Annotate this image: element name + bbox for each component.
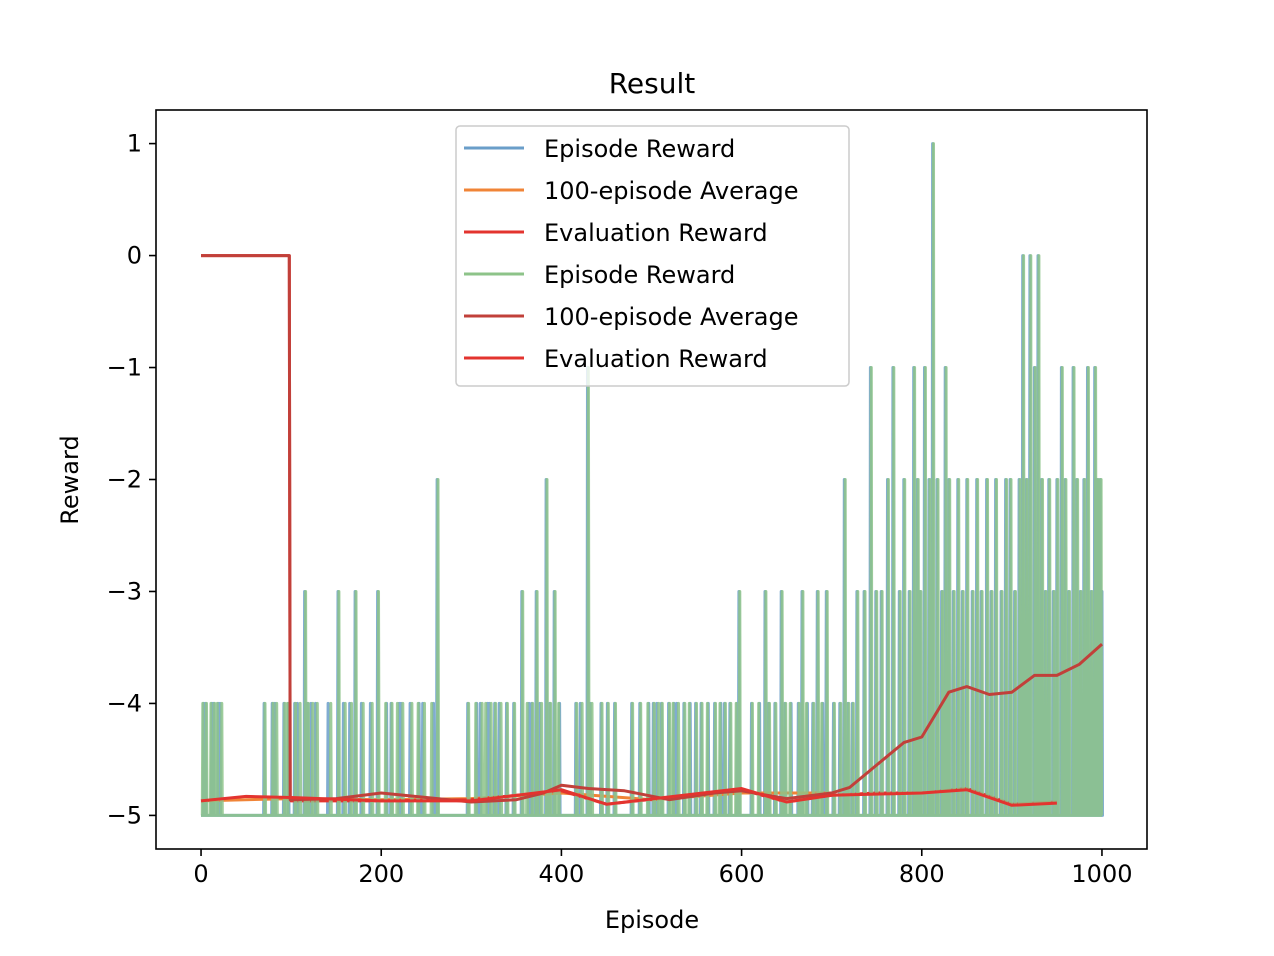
- legend-label: 100-episode Average: [544, 177, 799, 205]
- y-tick-label: −4: [107, 689, 142, 717]
- y-tick-label: 0: [127, 242, 142, 270]
- legend-label: Episode Reward: [544, 261, 735, 289]
- x-tick-label: 400: [539, 860, 585, 888]
- series-line-4: [200, 142, 1104, 817]
- legend-label: Evaluation Reward: [544, 345, 768, 373]
- y-tick-label: −1: [107, 354, 142, 382]
- x-tick-label: 800: [899, 860, 945, 888]
- chart-title: Result: [609, 67, 696, 100]
- legend-label: Evaluation Reward: [544, 219, 768, 247]
- legend-label: 100-episode Average: [544, 303, 799, 331]
- legend: Episode Reward 100-episode Average Evaluat…: [455, 125, 850, 387]
- y-axis-label: Reward: [56, 435, 84, 524]
- y-tick-label: 1: [127, 130, 142, 158]
- plot-area: [200, 142, 1104, 817]
- x-tick-label: 600: [719, 860, 765, 888]
- y-axis: 1 0 −1 −2 −3 −4 −5: [107, 130, 156, 829]
- y-tick-label: −3: [107, 577, 142, 605]
- series-line-6: [200, 787, 1057, 807]
- x-axis-label: Episode: [605, 906, 699, 934]
- y-tick-label: −5: [107, 801, 142, 829]
- x-tick-label: 0: [193, 860, 208, 888]
- legend-label: Episode Reward: [544, 135, 735, 163]
- legend-box: [455, 125, 850, 387]
- x-axis: 0 200 400 600 800 1000: [193, 849, 1132, 888]
- y-tick-label: −2: [107, 466, 142, 494]
- x-tick-label: 1000: [1071, 860, 1132, 888]
- x-tick-label: 200: [358, 860, 404, 888]
